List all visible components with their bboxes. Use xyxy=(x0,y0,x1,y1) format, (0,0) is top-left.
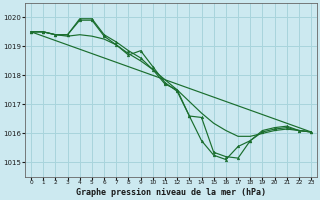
X-axis label: Graphe pression niveau de la mer (hPa): Graphe pression niveau de la mer (hPa) xyxy=(76,188,266,197)
